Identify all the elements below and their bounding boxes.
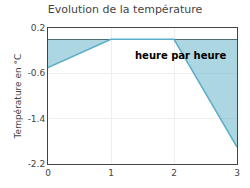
svg-text:1: 1 (108, 168, 114, 178)
svg-text:0.2: 0.2 (31, 23, 45, 33)
svg-text:2: 2 (171, 168, 177, 178)
svg-text:Evolution de la température: Evolution de la température (48, 3, 203, 16)
svg-text:-2.2: -2.2 (28, 159, 46, 169)
svg-text:-1.4: -1.4 (28, 114, 46, 124)
svg-text:-0.6: -0.6 (28, 68, 46, 78)
svg-text:0: 0 (45, 168, 51, 178)
svg-text:3: 3 (234, 168, 240, 178)
svg-text:heure par heure: heure par heure (135, 50, 226, 61)
svg-text:Température en °C: Température en °C (13, 54, 23, 140)
